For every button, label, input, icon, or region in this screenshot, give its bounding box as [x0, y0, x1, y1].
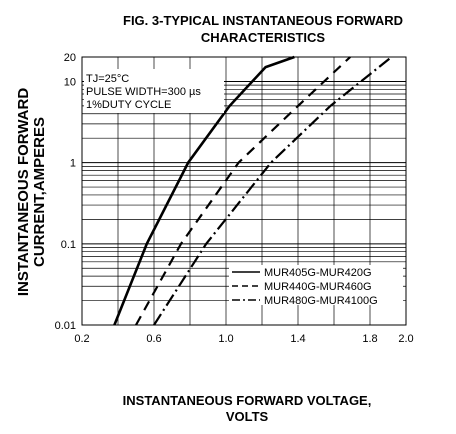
x-tick-label: 1.8 [362, 333, 377, 345]
y-tick-label: 10 [64, 76, 76, 88]
x-tick-label: 1.0 [218, 333, 233, 345]
legend: MUR405G-MUR420G MUR440G-MUR460G MUR480G-… [229, 265, 403, 307]
y-tick-labels: 0.01 0.1 1 10 20 [55, 52, 76, 332]
x-axis-label-line1: INSTANTANEOUS FORWARD VOLTAGE, [123, 393, 372, 408]
y-tick-label: 1 [70, 158, 76, 170]
series-line-3 [153, 56, 393, 326]
x-tick-label: 0.2 [74, 333, 89, 345]
conditions-box-bg [84, 69, 224, 113]
y-tick-label: 0.01 [55, 320, 76, 332]
x-tick-label: 1.4 [290, 333, 305, 345]
x-tick-label: 2.0 [398, 333, 413, 345]
y-axis-label-line1: INSTANTANEOUS FORWARD [15, 88, 32, 296]
x-tick-label: 0.6 [146, 333, 161, 345]
legend-label-3: MUR480G-MUR4100G [264, 295, 378, 307]
plot-frame [81, 56, 407, 326]
series-line-1 [113, 55, 295, 326]
series-line-2 [135, 56, 351, 326]
y-tick-label: 0.1 [61, 239, 76, 251]
legend-label-2: MUR440G-MUR460G [264, 281, 372, 293]
y-tick-label: 20 [64, 52, 76, 64]
y-axis-label-line2: CURRENT,AMPERES [31, 117, 48, 267]
condition-tj: TJ=25°C [86, 73, 129, 85]
conditions-box: TJ=25°C PULSE WIDTH=300 µs 1%DUTY CYCLE [84, 69, 224, 113]
condition-pulse-width: PULSE WIDTH=300 µs [86, 86, 201, 98]
legend-label-1: MUR405G-MUR420G [264, 267, 372, 279]
chart-title-line2: CHARACTERISTICS [201, 30, 326, 45]
chart-title-line1: FIG. 3-TYPICAL INSTANTANEOUS FORWARD [123, 13, 403, 28]
x-tick-labels: 0.2 0.6 1.0 1.4 1.8 2.0 [74, 333, 413, 345]
x-axis-label-line2: VOLTS [226, 409, 269, 424]
series-layer [113, 55, 393, 326]
condition-duty-cycle: 1%DUTY CYCLE [86, 99, 171, 111]
